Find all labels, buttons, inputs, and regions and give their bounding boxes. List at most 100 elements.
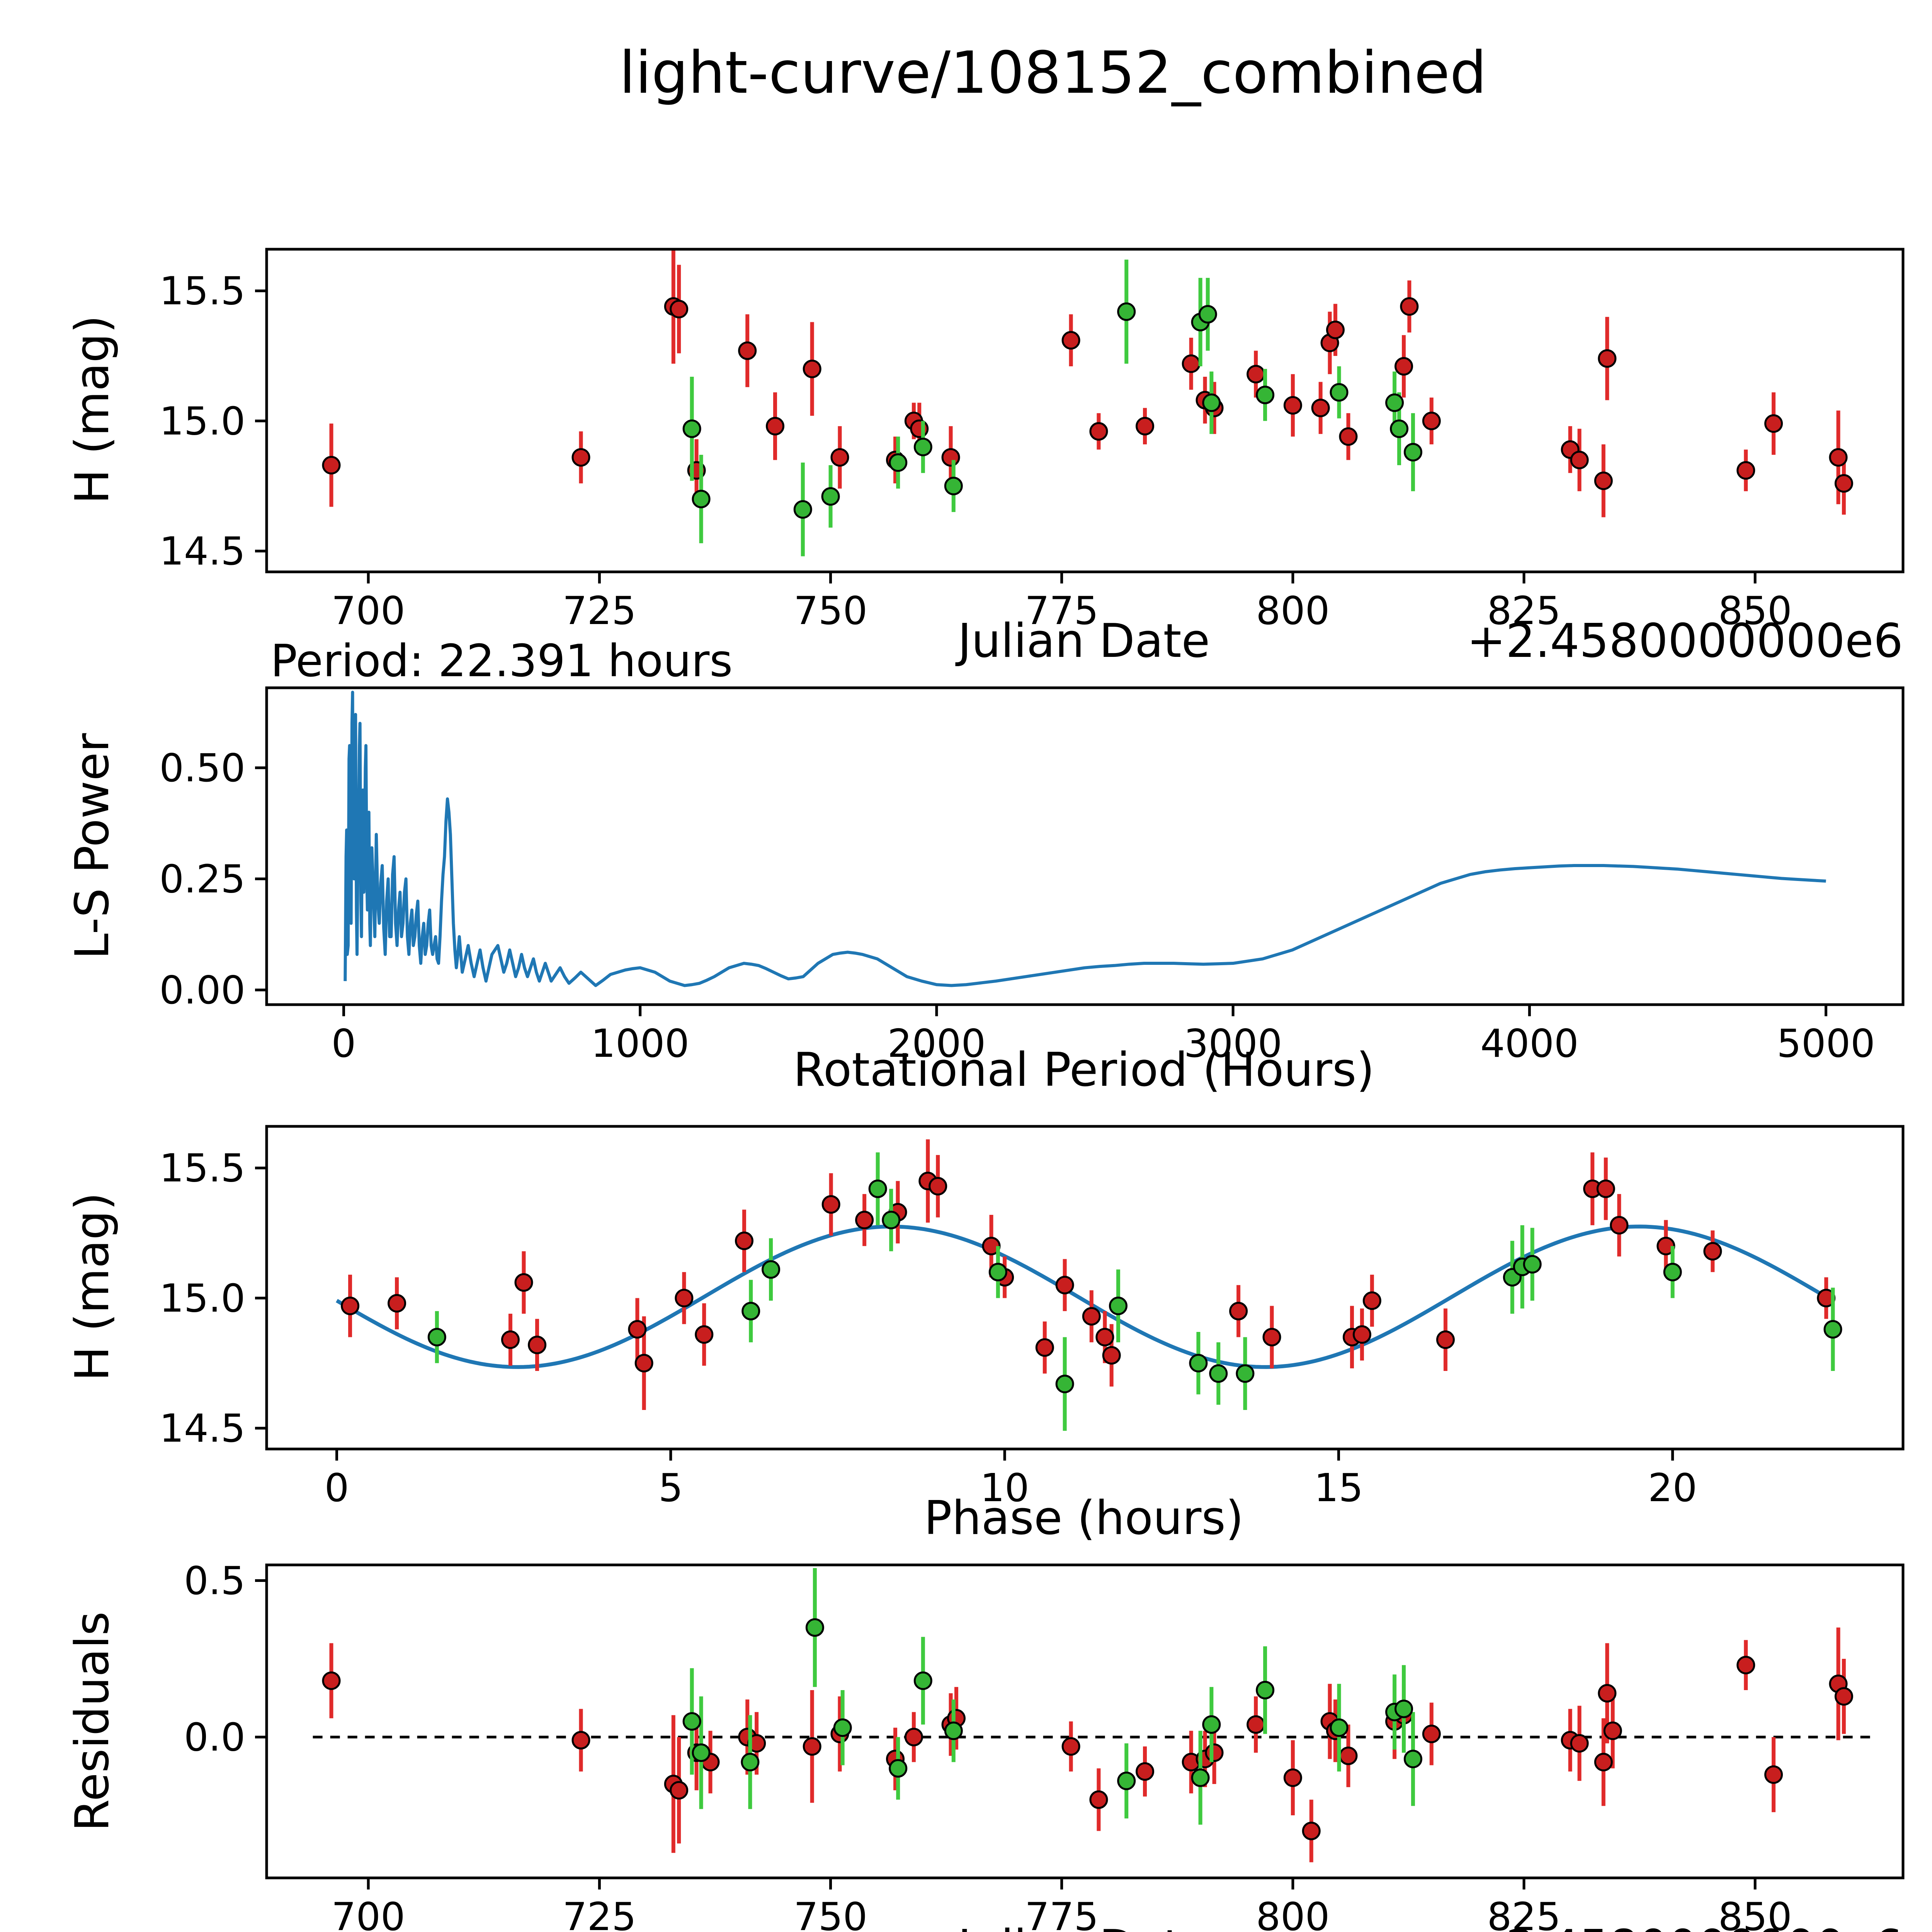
data-point-green [1256,1681,1275,1700]
data-point-green [692,490,711,509]
y-tick-label: 0.50 [159,745,245,791]
data-point-red [1736,1656,1755,1675]
data-point-red [1610,1216,1629,1235]
figure-title: light-curve/108152_combined [619,39,1487,107]
data-point-red [929,1177,947,1196]
data-point-green [1256,386,1275,405]
data-point-red [670,1781,689,1800]
data-point-red [514,1273,533,1292]
y-tick-label: 15.0 [159,398,245,444]
data-point-green [868,1179,887,1198]
data-point-green [1109,1296,1128,1315]
data-point-red [1095,1328,1114,1347]
data-point-red [1283,396,1302,415]
x-tick-label: 1000 [591,1021,689,1066]
data-point-green [682,419,701,438]
data-point-green [913,437,932,456]
panel1-x-offset-text: +2.4580000000e6 [1467,614,1903,668]
panel2-x-axis-label: Rotational Period (Hours) [793,1043,1374,1097]
x-tick-label: 850 [1718,588,1792,633]
data-point-green [1202,393,1221,412]
data-point-green [1117,1771,1136,1790]
data-point-red [501,1330,520,1349]
data-point-red [735,1231,753,1250]
data-point-red [1422,412,1441,430]
data-point-red [1136,1762,1155,1781]
y-tick-label: 14.5 [159,1406,245,1451]
x-tick-label: 2000 [888,1021,986,1066]
data-point-red [322,1671,341,1690]
panel4-y-axis-label: Residuals [66,1611,119,1831]
data-point-red [528,1335,547,1354]
data-point-red [571,1731,590,1750]
data-point-red [1764,414,1783,433]
x-tick-label: 10 [980,1465,1029,1510]
data-point-red [1703,1242,1722,1261]
x-tick-label: 800 [1256,1894,1330,1932]
data-point-red [1205,1743,1224,1762]
data-point-green [889,1759,908,1778]
y-tick-label: 0.00 [159,968,245,1013]
data-point-red [1247,365,1265,384]
data-point-green [742,1302,760,1321]
data-point-green [1117,302,1136,321]
data-point-green [1236,1364,1255,1383]
data-point-red [904,1728,923,1747]
y-tick-label: 14.5 [159,529,245,574]
data-point-red [1400,297,1419,316]
data-point-red [1829,448,1848,467]
data-point-red [910,419,929,438]
data-point-red [803,359,821,378]
data-point-red [1055,1276,1074,1294]
data-point-red [803,1737,821,1756]
data-point-green [882,1211,901,1230]
x-tick-label: 3000 [1184,1021,1282,1066]
data-point-red [1061,331,1080,350]
data-point-red [1598,1684,1617,1703]
x-tick-label: 850 [1718,1894,1792,1932]
data-point-green [1390,419,1409,438]
data-point-red [1362,1291,1381,1310]
data-point-red [1736,461,1755,480]
periodogram-title: Period: 22.391 hours [270,635,733,687]
data-point-green [1385,393,1404,412]
data-point-red [765,417,784,435]
data-point-red [1570,1734,1589,1753]
data-point-red [1339,1747,1358,1765]
data-point-red [571,448,590,467]
plot-border [265,1563,1905,1879]
data-point-red [1229,1302,1248,1321]
data-point-green [762,1260,781,1279]
data-point-red [1570,451,1589,469]
x-tick-label: 725 [563,1894,636,1932]
data-point-red [1136,417,1155,435]
data-point-green [1189,1354,1208,1372]
plots-group: 700 725 750 775 800 825 850 14.5 15.0 15.5 0 1000 20… [159,248,1905,1932]
data-point-red [1764,1765,1783,1784]
fit-curve [335,1225,1834,1369]
data-point-red [1247,1715,1265,1734]
panel1-x-axis-label: Julian Date [955,614,1210,668]
data-point-red [341,1296,360,1315]
data-point-green [1191,1768,1210,1787]
y-tick-label: 0.0 [184,1715,245,1760]
y-tick-label: 0.25 [159,857,245,902]
x-tick-label: 20 [1648,1465,1697,1510]
data-point-red [1596,1179,1615,1198]
data-point-green [741,1753,760,1772]
panel3-x-axis-label: Phase (hours) [924,1492,1243,1545]
data-point-red [1035,1338,1054,1357]
data-point-red [830,448,849,467]
data-point-red [628,1320,647,1339]
x-tick-label: 825 [1487,1894,1561,1932]
plot-border [265,248,1905,573]
data-point-green [889,453,908,472]
x-tick-label: 800 [1256,588,1330,633]
data-point-red [322,456,341,474]
y-tick-label: 15.5 [159,1146,245,1191]
data-point-green [682,1712,701,1731]
x-tick-label: 750 [794,588,867,633]
data-point-red [1422,1725,1441,1743]
data-point-red [388,1294,406,1313]
